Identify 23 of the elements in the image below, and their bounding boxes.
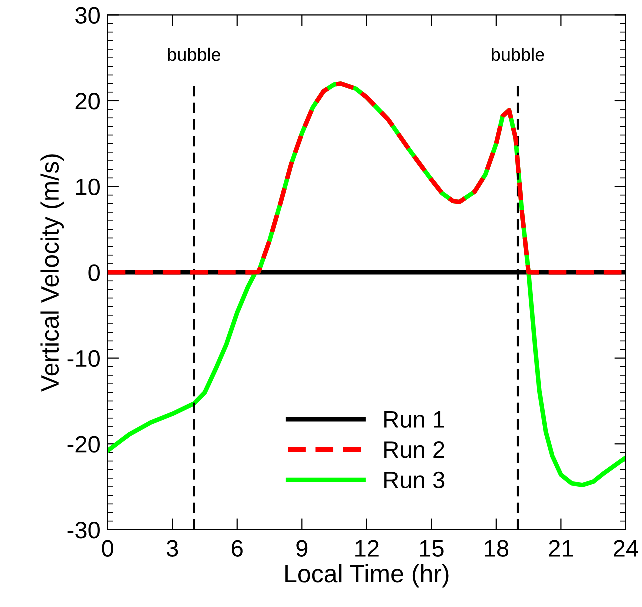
legend-label: Run 3 xyxy=(384,472,445,489)
x-tick-label: 21 xyxy=(549,540,574,557)
y-tick-label: 30 xyxy=(76,7,100,24)
x-tick-label: 9 xyxy=(296,540,308,557)
x-tick-label: 12 xyxy=(356,540,379,557)
ref-line-label: bubble xyxy=(492,48,544,62)
x-tick-label: 18 xyxy=(485,540,509,557)
x-tick-label: 15 xyxy=(420,540,444,557)
y-tick-label: -30 xyxy=(68,522,100,539)
x-tick-label: 24 xyxy=(614,540,638,557)
y-tick-label: -20 xyxy=(68,436,100,453)
y-tick-label: 10 xyxy=(76,178,100,196)
legend-label: Run 2 xyxy=(384,442,444,458)
legend-label: Run 1 xyxy=(384,412,444,428)
y-axis-title: Vertical Velocity (m/s) xyxy=(40,154,64,392)
y-tick-label: 20 xyxy=(76,93,100,110)
y-tick-label: -10 xyxy=(68,350,100,368)
x-tick-label: 0 xyxy=(102,540,114,557)
ref-line-label: bubble xyxy=(168,48,221,62)
x-axis-title: Local Time (hr) xyxy=(286,564,449,588)
y-tick-label: 0 xyxy=(88,264,100,282)
x-tick-label: 6 xyxy=(232,540,243,557)
x-tick-label: 3 xyxy=(166,540,178,557)
